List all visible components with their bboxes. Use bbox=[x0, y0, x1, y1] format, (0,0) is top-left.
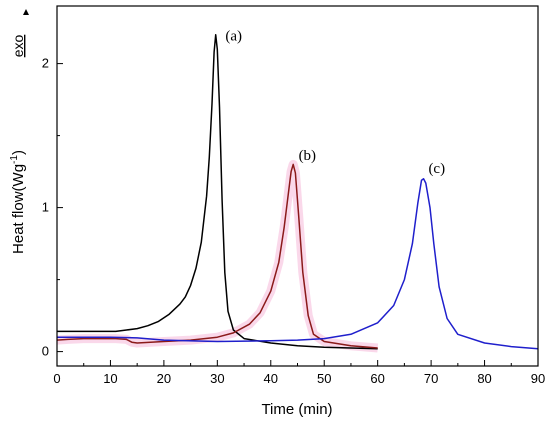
y-axis-title-main: Heat flow(Wg bbox=[10, 164, 27, 254]
x-tick-label: 80 bbox=[477, 371, 491, 386]
x-tick-label: 70 bbox=[424, 371, 438, 386]
x-tick-label: 20 bbox=[157, 371, 171, 386]
x-tick-label: 60 bbox=[370, 371, 384, 386]
series-1-line bbox=[56, 163, 378, 349]
x-tick-label: 30 bbox=[210, 371, 224, 386]
series-layer bbox=[56, 34, 539, 350]
y-axis-title: Heat flow(Wg-1) bbox=[9, 150, 27, 254]
exo-indicator: exo bbox=[10, 9, 29, 57]
ticks-layer: 0 10 20 30 40 50 60 70 80 90 0 1 2 bbox=[42, 56, 545, 386]
series-0-line bbox=[57, 34, 378, 350]
y-axis-title-sup: -1 bbox=[9, 155, 20, 164]
y-axis-title-paren: ) bbox=[10, 150, 27, 155]
x-tick-label: 50 bbox=[317, 371, 331, 386]
x-axis-title: Time (min) bbox=[261, 401, 332, 418]
x-tick-label: 40 bbox=[264, 371, 278, 386]
annotations-layer: (a) (b) (c) bbox=[225, 29, 445, 177]
exo-label: exo bbox=[10, 35, 26, 58]
y-tick-label: 2 bbox=[42, 56, 49, 71]
y-tick-label: 0 bbox=[42, 344, 49, 359]
curve-label-1: (b) bbox=[299, 148, 317, 164]
curve-label-0: (a) bbox=[225, 29, 242, 45]
x-tick-label: 10 bbox=[103, 371, 117, 386]
shade-layer bbox=[56, 159, 379, 353]
x-tick-label: 90 bbox=[531, 371, 545, 386]
exo-arrow-icon bbox=[23, 9, 29, 15]
series-2-line bbox=[57, 178, 539, 350]
y-tick-label: 1 bbox=[42, 200, 49, 215]
x-tick-label: 0 bbox=[53, 371, 60, 386]
series-1-shade bbox=[56, 159, 379, 353]
curve-label-2: (c) bbox=[428, 161, 445, 177]
